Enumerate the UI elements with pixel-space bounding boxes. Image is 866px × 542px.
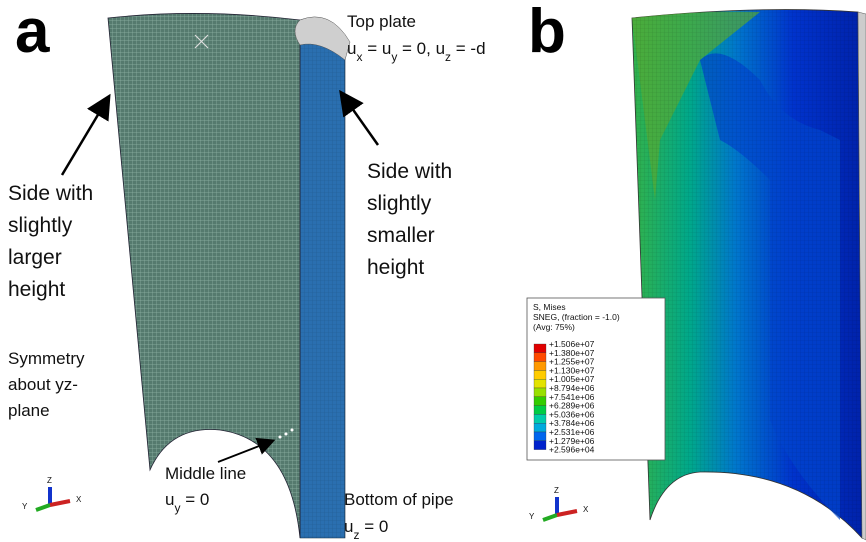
annotation-line: height	[367, 256, 424, 279]
legend-header: S, Mises	[533, 302, 566, 312]
color-band	[534, 406, 546, 415]
legend-header: SNEG, (fraction = -1.0)	[533, 312, 620, 322]
panel-label: a	[15, 0, 50, 66]
text-part: u	[165, 490, 174, 509]
axis-triad: Z Y X	[529, 486, 589, 521]
text-part: u	[344, 517, 353, 536]
axis-label: Y	[22, 502, 28, 511]
panel-label: b	[528, 0, 566, 66]
axis-label: X	[583, 505, 589, 514]
text-part: = 0, u	[397, 39, 445, 58]
axis-label: Z	[47, 476, 52, 485]
color-band	[534, 353, 546, 362]
condition: uy = 0	[165, 490, 209, 515]
color-band	[534, 370, 546, 379]
annotation-line: smaller	[367, 224, 435, 247]
axis-triad: Z Y X	[22, 476, 82, 511]
color-band	[534, 362, 546, 371]
color-band	[534, 388, 546, 397]
text-part: = u	[362, 39, 391, 58]
color-band	[534, 344, 546, 353]
annotation-line: height	[8, 278, 65, 301]
legend-level: +2.596e+04	[549, 445, 595, 455]
annotation: Bottom of pipe	[344, 490, 454, 509]
axis-label: Z	[554, 486, 559, 495]
annotation-line: larger	[8, 246, 62, 269]
text-part: = 0	[359, 517, 388, 536]
annotation-line: slightly	[8, 214, 73, 237]
color-band	[534, 414, 546, 423]
annotation-line: Symmetry	[8, 349, 85, 368]
axis-label: X	[76, 495, 82, 504]
figure: S, MisesSNEG, (fraction = -1.0)(Avg: 75%…	[0, 0, 866, 542]
annotation-line: Side with	[367, 160, 452, 183]
annotation: Top plate	[347, 12, 416, 31]
text-part: = -d	[451, 39, 486, 58]
legend-header: (Avg: 75%)	[533, 322, 575, 332]
axis-label: Y	[529, 512, 535, 521]
annotation-line: slightly	[367, 192, 432, 215]
annotation-line: plane	[8, 401, 50, 420]
text-part: u	[347, 39, 356, 58]
text-part: = 0	[180, 490, 209, 509]
color-band	[534, 432, 546, 441]
color-band	[534, 397, 546, 406]
color-band	[534, 379, 546, 388]
annotation-line: about yz-	[8, 375, 78, 394]
color-band	[534, 423, 546, 432]
annotation: Middle line	[165, 464, 246, 483]
pipe-model-a	[108, 13, 350, 538]
condition: uz = 0	[344, 517, 388, 542]
pipe-model-b	[632, 10, 866, 540]
annotation-line: Side with	[8, 182, 93, 205]
color-band	[534, 441, 546, 450]
condition: ux = uy = 0, uz = -d	[347, 39, 486, 64]
